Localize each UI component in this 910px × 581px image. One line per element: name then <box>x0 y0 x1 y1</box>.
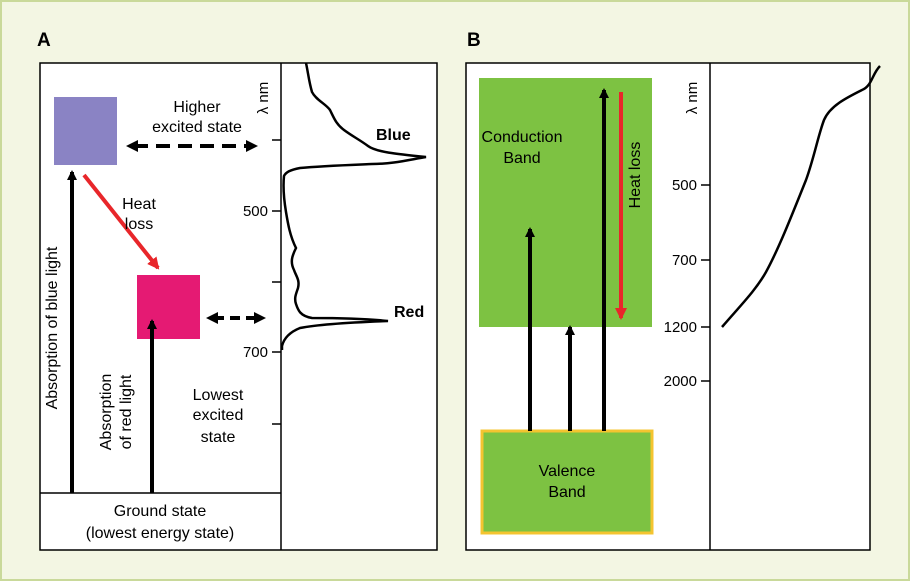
absorption-blue-label: Absorption of blue light <box>44 246 61 409</box>
valence-band-label-2: Band <box>548 484 585 501</box>
conduction-band-label-1: Conduction <box>482 129 563 146</box>
lowest-excited-label-3: state <box>201 429 236 446</box>
conduction-band-label-2: Band <box>503 150 540 167</box>
ground-state-label-1: Ground state <box>114 503 207 520</box>
heat-loss-label-2: loss <box>125 216 153 233</box>
tick-label-b-1200: 1200 <box>664 319 697 336</box>
valence-band <box>480 429 654 535</box>
heat-loss-label-b: Heat loss <box>627 142 644 209</box>
lowest-excited-label-2: excited <box>193 407 244 424</box>
panel-a-letter: A <box>37 30 51 51</box>
panel-a: Higher excited state Heat loss Absorptio… <box>39 62 438 551</box>
higher-excited-label-1: Higher <box>173 99 221 116</box>
dashed-arrow2-head-right <box>254 312 266 324</box>
heat-loss-arrow-a <box>82 173 160 270</box>
axis-unit-b: λ nm <box>684 82 701 115</box>
dashed-arrow2-head-left <box>206 312 218 324</box>
tick-label-a-500: 500 <box>243 203 268 220</box>
semiconductor-absorption-curve <box>721 65 881 328</box>
higher-excited-label-2: excited state <box>152 119 242 136</box>
higher-excited-state-square <box>54 97 117 165</box>
absorption-red-label-2: of red light <box>118 374 135 449</box>
lowest-excited-state-square <box>137 275 200 339</box>
axis-unit-a: λ nm <box>255 82 272 115</box>
absorption-spectrum-curve <box>280 62 427 350</box>
conduction-band <box>479 78 652 327</box>
panel-b-letter: B <box>467 30 481 51</box>
valence-band-label-1: Valence <box>539 463 596 480</box>
tick-label-b-700: 700 <box>672 252 697 269</box>
absorption-red-label-1: Absorption <box>98 374 115 451</box>
tick-label-b-500: 500 <box>672 177 697 194</box>
ground-state-label-2: (lowest energy state) <box>86 525 235 542</box>
heat-loss-label-1: Heat <box>122 196 156 213</box>
panel-b: Conduction Band Valence Band Heat loss 5… <box>465 62 881 551</box>
peak-label-red: Red <box>394 304 424 321</box>
dashed-arrow-head-right <box>246 140 258 152</box>
dashed-arrow-head-left <box>126 140 138 152</box>
tick-label-a-700: 700 <box>243 344 268 361</box>
lowest-excited-label-1: Lowest <box>193 387 244 404</box>
peak-label-blue: Blue <box>376 127 411 144</box>
tick-label-b-2000: 2000 <box>664 373 697 390</box>
